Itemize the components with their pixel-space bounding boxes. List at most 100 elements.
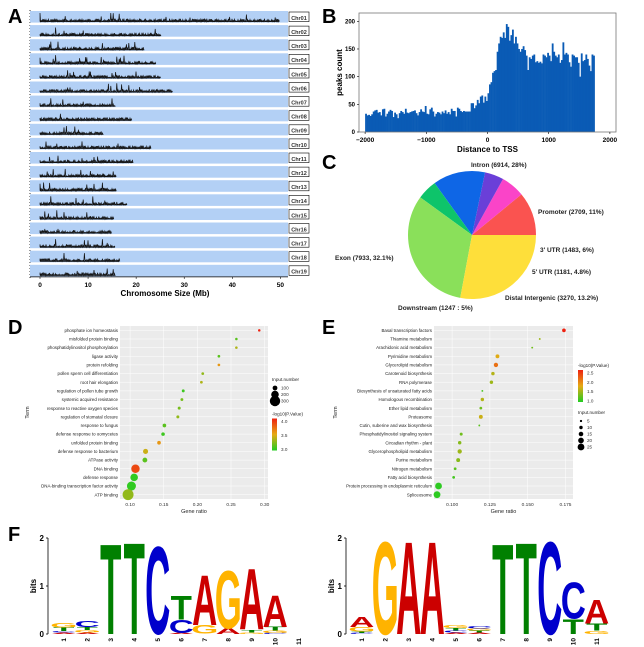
histogram-bar: [437, 112, 439, 132]
pie-slice-label: Distal Intergenic (3270, 13.2%): [505, 295, 598, 302]
chromosome-label-box: [288, 138, 310, 149]
y-axis-label: Term: [25, 406, 31, 419]
histogram-bar: [472, 103, 475, 132]
logo-letter: G: [262, 630, 289, 634]
term-label: misfolded protein binding: [69, 337, 118, 342]
histogram-bar: [421, 111, 424, 132]
track-background: [30, 194, 288, 206]
histogram-bar: [389, 109, 392, 132]
chromosome-track: Chr02: [30, 25, 310, 38]
logo-letter: A: [443, 632, 468, 634]
chromosome-track: Chr14: [30, 194, 310, 207]
genomic-annotation-pie-chart: Promoter (2709, 11%) 3' UTR (1483, 6%) 5' …: [335, 162, 604, 312]
x-tick-label: 0.10: [125, 502, 135, 508]
term-label: Nitrogen metabolism: [392, 466, 433, 471]
histogram-bar: [415, 113, 418, 132]
panel-label-a: A: [8, 6, 23, 28]
chromosome-label-box: [288, 68, 310, 79]
track-background: [30, 137, 288, 150]
histogram-bar: [365, 113, 367, 132]
histogram-bar: [441, 111, 444, 132]
chromosome-track: Chr17: [30, 236, 310, 249]
tss-distance-histogram: 0 50 100 150 200 −2000 −1000 0 1000 2000 Distance …: [335, 12, 618, 154]
size-legend-title: Input.number: [578, 410, 606, 415]
peak-density-profile: [39, 83, 173, 94]
logo-letter: A: [467, 632, 492, 634]
enrichment-dot: [478, 424, 481, 427]
logo-letter: A: [584, 594, 609, 632]
histogram-bar: [452, 110, 455, 132]
chromosome-track: Chr05: [30, 67, 310, 80]
histogram-bar: [444, 110, 447, 132]
histogram-bar: [557, 54, 560, 132]
histogram-bar: [479, 96, 482, 132]
x-tick-label: 2000: [603, 137, 618, 144]
y-tick-label: 2: [338, 534, 343, 543]
histogram-bar: [567, 54, 569, 132]
histogram-bar: [464, 111, 467, 132]
histogram-bar: [551, 43, 554, 132]
histogram-bar: [501, 37, 504, 132]
logo-letter: A: [169, 633, 194, 634]
chromosome-track: Chr03: [30, 39, 310, 52]
peak-density-profile: [39, 252, 121, 263]
y-axis-label: bits: [327, 578, 336, 593]
histogram-bar: [450, 108, 453, 132]
term-label: Circadian rhythm - plant: [385, 440, 432, 445]
enrichment-dot: [200, 380, 203, 384]
y-tick-label: 150: [345, 47, 356, 53]
enrichment-dot: [130, 473, 138, 482]
track-background: [30, 11, 288, 23]
histogram-bar: [487, 93, 490, 132]
histogram-bar: [423, 112, 426, 132]
position-label: 9: [249, 638, 256, 642]
histogram-bar: [426, 113, 429, 132]
term-label: phosphatidylinositol phosphorylation: [47, 345, 118, 350]
chromosome-label: Chr14: [291, 199, 308, 205]
enrichment-dot: [457, 449, 462, 454]
histogram-bar: [563, 54, 566, 132]
histogram-bar: [372, 111, 375, 132]
histogram-bar: [521, 48, 523, 132]
track-background: [30, 53, 288, 65]
position-label: 8: [523, 638, 530, 642]
x-tick-label: 0.125: [484, 502, 496, 508]
logo-letter: T: [586, 622, 608, 633]
position-label: 1: [359, 638, 366, 642]
term-label: defense response to oomycetes: [56, 432, 119, 437]
histogram-bar: [386, 113, 389, 132]
histogram-bar: [446, 113, 449, 132]
histogram-bar: [409, 112, 412, 132]
term-label: ATP binding: [94, 492, 118, 497]
histogram-bar: [478, 103, 481, 132]
histogram-bar: [499, 36, 502, 132]
y-axis-label: Term: [333, 406, 339, 419]
histogram-bar: [589, 71, 592, 132]
histogram-bar: [530, 58, 533, 133]
enrichment-dot: [235, 346, 238, 349]
color-legend-title: -log10(P.Value): [578, 363, 609, 368]
term-label: Glycerophospholipid metabolism: [369, 449, 433, 454]
histogram-bar: [469, 111, 471, 132]
position-label: 3: [108, 638, 115, 642]
histogram-bar: [447, 112, 450, 132]
color-legend-label: 1.5: [587, 389, 594, 394]
histogram-bar: [456, 107, 459, 132]
x-axis-label: Distance to TSS: [457, 145, 519, 154]
enrichment-dot: [122, 489, 134, 501]
chromosome-label-box: [288, 39, 310, 51]
term-label: defense response to bacterium: [58, 449, 119, 454]
chromosome-label-box: [288, 237, 310, 248]
panel-label-c: C: [322, 152, 337, 174]
histogram-bar: [537, 62, 540, 133]
histogram-bar: [559, 62, 562, 133]
x-tick-label: 40: [229, 282, 237, 289]
position-label: 4: [429, 638, 436, 642]
track-background: [30, 236, 288, 249]
term-label: Ether lipid metabolism: [389, 406, 433, 411]
logo-letter: G: [583, 630, 610, 635]
histogram-bar: [385, 116, 387, 132]
histogram-bar: [586, 58, 589, 133]
histogram-bar: [580, 53, 583, 133]
histogram-bar: [507, 26, 510, 132]
